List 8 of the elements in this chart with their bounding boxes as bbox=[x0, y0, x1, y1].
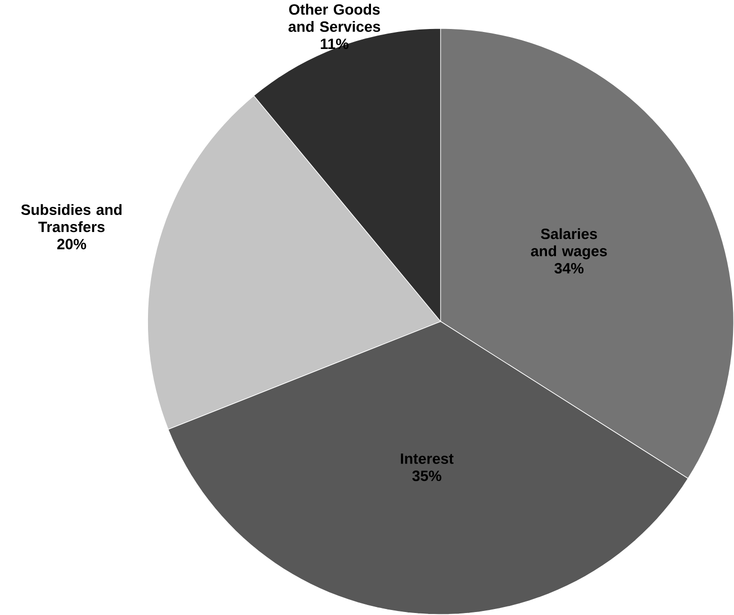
data-label: 34% bbox=[554, 263, 584, 274]
slice-label: Subsidies and Transfers bbox=[21, 204, 122, 232]
data-label: 20% bbox=[57, 238, 86, 250]
data-label: 35% bbox=[412, 470, 442, 482]
slice-label: Other Goods and Services bbox=[288, 4, 380, 32]
data-label: 11% bbox=[320, 38, 348, 50]
slice-label: Salaries and wages bbox=[530, 228, 607, 260]
slice-label: Interest bbox=[400, 454, 454, 464]
